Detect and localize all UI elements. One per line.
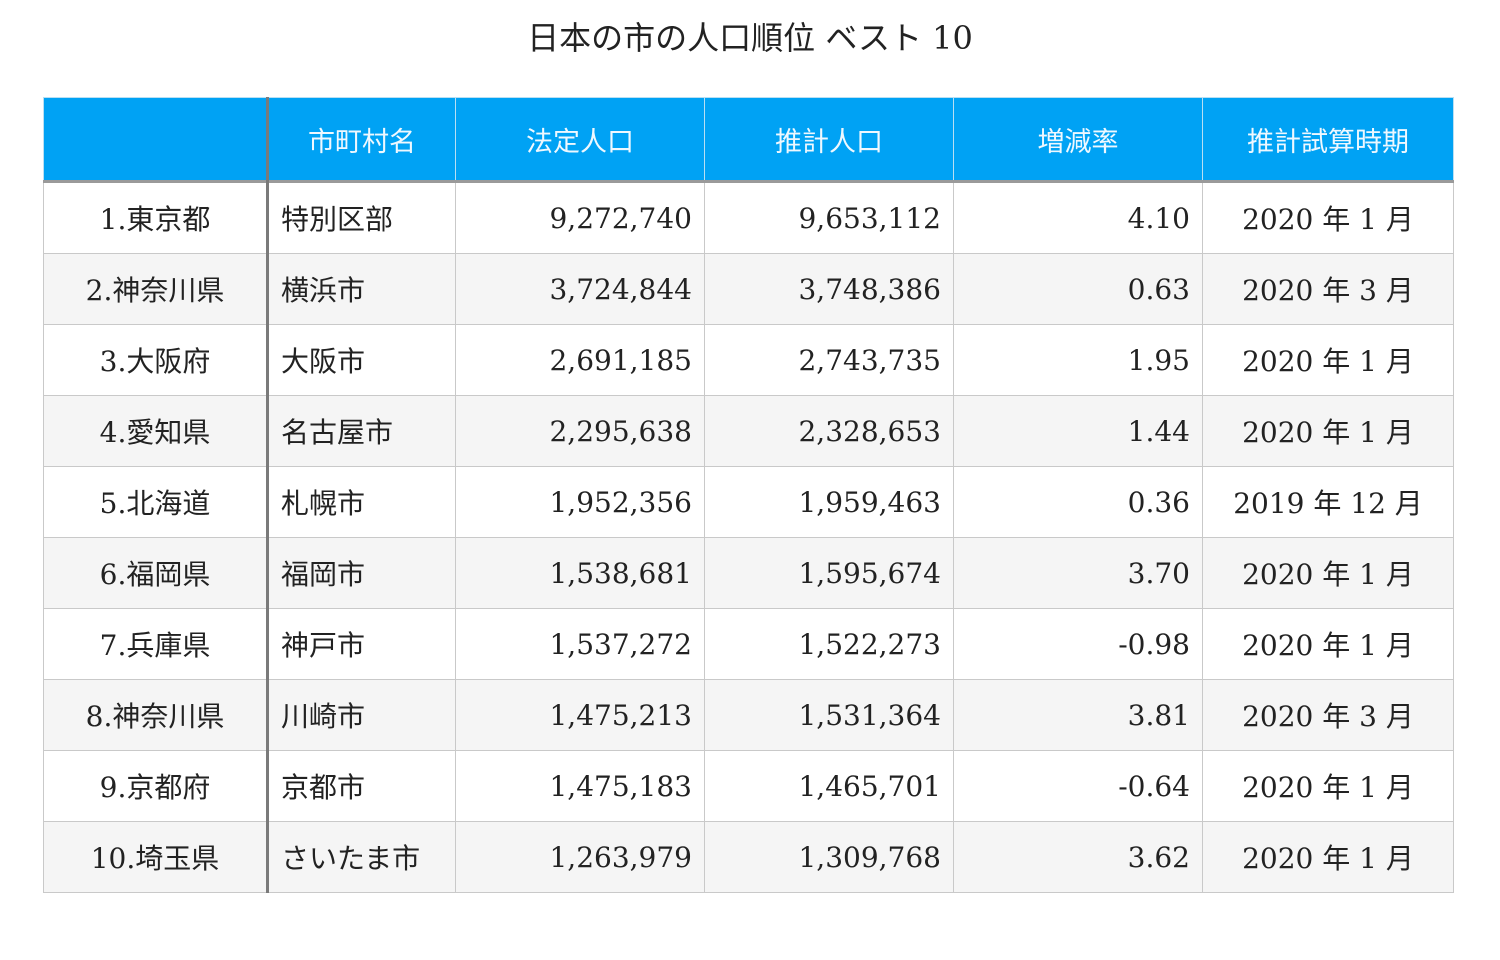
cell-legal-population: 9,272,740 xyxy=(455,181,705,254)
header-city-name: 市町村名 xyxy=(267,97,456,182)
cell-rank: 10.埼玉県 xyxy=(43,821,269,893)
cell-estimate-period: 2020 年 1 月 xyxy=(1202,181,1454,254)
cell-rank: 2.神奈川県 xyxy=(43,253,269,325)
cell-estimated-population: 1,959,463 xyxy=(704,466,954,538)
table-row: 2.神奈川県 横浜市 3,724,844 3,748,386 0.63 2020… xyxy=(43,253,1454,325)
cell-rank: 5.北海道 xyxy=(43,466,269,538)
table-row: 3.大阪府 大阪市 2,691,185 2,743,735 1.95 2020 … xyxy=(43,324,1454,396)
page-title: 日本の市の人口順位 ベスト 10 xyxy=(527,19,973,57)
cell-rank: 1.東京都 xyxy=(43,181,269,254)
cell-estimate-period: 2020 年 1 月 xyxy=(1202,608,1454,680)
cell-city: 神戸市 xyxy=(267,608,456,680)
cell-estimated-population: 1,465,701 xyxy=(704,750,954,822)
table-row: 4.愛知県 名古屋市 2,295,638 2,328,653 1.44 2020… xyxy=(43,395,1454,467)
cell-legal-population: 2,295,638 xyxy=(455,395,705,467)
table-row: 5.北海道 札幌市 1,952,356 1,959,463 0.36 2019 … xyxy=(43,466,1454,538)
cell-rank: 8.神奈川県 xyxy=(43,679,269,751)
cell-estimated-population: 1,595,674 xyxy=(704,537,954,609)
cell-change-rate: 0.63 xyxy=(953,253,1203,325)
cell-estimated-population: 3,748,386 xyxy=(704,253,954,325)
header-rank xyxy=(43,97,269,182)
cell-city: 横浜市 xyxy=(267,253,456,325)
header-estimate-period: 推計試算時期 xyxy=(1202,97,1454,182)
cell-legal-population: 1,475,213 xyxy=(455,679,705,751)
cell-change-rate: 4.10 xyxy=(953,181,1203,254)
table-row: 6.福岡県 福岡市 1,538,681 1,595,674 3.70 2020 … xyxy=(43,537,1454,609)
cell-legal-population: 3,724,844 xyxy=(455,253,705,325)
cell-rank: 3.大阪府 xyxy=(43,324,269,396)
header-change-rate: 増減率 xyxy=(953,97,1203,182)
cell-change-rate: -0.98 xyxy=(953,608,1203,680)
cell-change-rate: 0.36 xyxy=(953,466,1203,538)
cell-estimated-population: 2,743,735 xyxy=(704,324,954,396)
cell-change-rate: 1.95 xyxy=(953,324,1203,396)
cell-estimated-population: 1,522,273 xyxy=(704,608,954,680)
table-header-row: 市町村名 法定人口 推計人口 増減率 推計試算時期 xyxy=(43,97,1454,182)
cell-estimate-period: 2020 年 1 月 xyxy=(1202,537,1454,609)
cell-estimate-period: 2020 年 3 月 xyxy=(1202,253,1454,325)
cell-change-rate: 3.62 xyxy=(953,821,1203,893)
cell-city: 名古屋市 xyxy=(267,395,456,467)
table-row: 8.神奈川県 川崎市 1,475,213 1,531,364 3.81 2020… xyxy=(43,679,1454,751)
cell-legal-population: 2,691,185 xyxy=(455,324,705,396)
cell-change-rate: -0.64 xyxy=(953,750,1203,822)
cell-rank: 6.福岡県 xyxy=(43,537,269,609)
cell-change-rate: 3.81 xyxy=(953,679,1203,751)
cell-legal-population: 1,263,979 xyxy=(455,821,705,893)
cell-legal-population: 1,475,183 xyxy=(455,750,705,822)
cell-estimate-period: 2020 年 1 月 xyxy=(1202,821,1454,893)
cell-estimate-period: 2020 年 1 月 xyxy=(1202,324,1454,396)
cell-rank: 9.京都府 xyxy=(43,750,269,822)
table-row: 10.埼玉県 さいたま市 1,263,979 1,309,768 3.62 20… xyxy=(43,821,1454,893)
header-legal-population: 法定人口 xyxy=(455,97,705,182)
cell-city: 福岡市 xyxy=(267,537,456,609)
cell-estimate-period: 2019 年 12 月 xyxy=(1202,466,1454,538)
cell-estimate-period: 2020 年 1 月 xyxy=(1202,750,1454,822)
cell-change-rate: 3.70 xyxy=(953,537,1203,609)
cell-change-rate: 1.44 xyxy=(953,395,1203,467)
cell-legal-population: 1,538,681 xyxy=(455,537,705,609)
cell-estimated-population: 9,653,112 xyxy=(704,181,954,254)
cell-city: 川崎市 xyxy=(267,679,456,751)
table-row: 7.兵庫県 神戸市 1,537,272 1,522,273 -0.98 2020… xyxy=(43,608,1454,680)
cell-estimate-period: 2020 年 3 月 xyxy=(1202,679,1454,751)
cell-estimated-population: 2,328,653 xyxy=(704,395,954,467)
cell-city: 大阪市 xyxy=(267,324,456,396)
cell-estimated-population: 1,309,768 xyxy=(704,821,954,893)
cell-city: さいたま市 xyxy=(267,821,456,893)
cell-city: 特別区部 xyxy=(267,181,456,254)
cell-city: 札幌市 xyxy=(267,466,456,538)
cell-rank: 4.愛知県 xyxy=(43,395,269,467)
header-estimated-population: 推計人口 xyxy=(704,97,954,182)
cell-legal-population: 1,952,356 xyxy=(455,466,705,538)
cell-estimated-population: 1,531,364 xyxy=(704,679,954,751)
table-row: 1.東京都 特別区部 9,272,740 9,653,112 4.10 2020… xyxy=(43,181,1454,254)
cell-estimate-period: 2020 年 1 月 xyxy=(1202,395,1454,467)
cell-city: 京都市 xyxy=(267,750,456,822)
cell-legal-population: 1,537,272 xyxy=(455,608,705,680)
population-table: 市町村名 法定人口 推計人口 増減率 推計試算時期 1.東京都 特別区部 9,2… xyxy=(43,97,1454,893)
table-row: 9.京都府 京都市 1,475,183 1,465,701 -0.64 2020… xyxy=(43,750,1454,822)
cell-rank: 7.兵庫県 xyxy=(43,608,269,680)
